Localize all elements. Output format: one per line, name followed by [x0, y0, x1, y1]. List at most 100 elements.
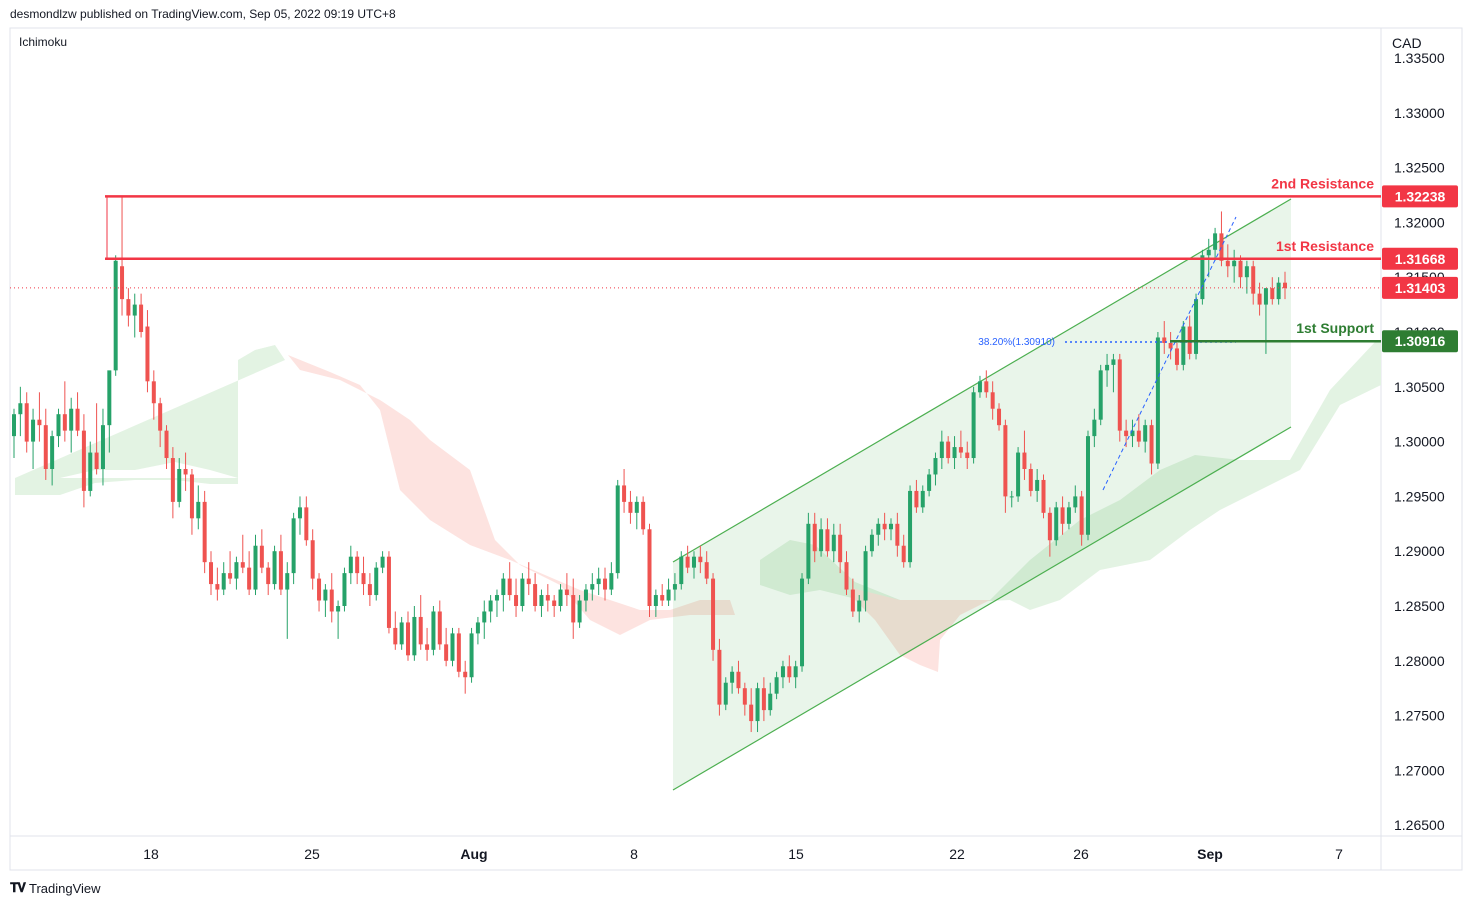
candle-body	[774, 677, 779, 694]
candle-body	[1016, 452, 1021, 497]
candle	[1092, 408, 1097, 448]
candle	[545, 584, 550, 612]
price-tick-label: 1.33500	[1394, 50, 1445, 66]
candle	[736, 660, 741, 694]
candle	[145, 310, 150, 393]
candle	[482, 600, 487, 639]
candle-body	[139, 304, 144, 332]
candle-body	[348, 556, 353, 574]
candle-body	[1073, 496, 1078, 508]
candle	[685, 545, 690, 574]
price-tick-label: 1.33000	[1394, 105, 1445, 121]
candle	[342, 567, 347, 612]
candle	[406, 611, 411, 661]
candle-body	[177, 469, 182, 502]
candle	[437, 600, 442, 650]
candle-body	[1225, 260, 1230, 267]
candle-body	[990, 392, 995, 409]
candle-body	[1022, 452, 1027, 469]
candle-body	[628, 501, 633, 513]
candle-body	[590, 584, 595, 590]
candle-body	[145, 326, 150, 382]
candle	[749, 688, 754, 733]
candle-body	[927, 474, 932, 491]
candle	[533, 573, 538, 612]
candle-body	[1047, 512, 1052, 541]
candle-body	[228, 573, 233, 579]
candle-body	[780, 666, 785, 678]
candle	[838, 523, 843, 574]
candle-body	[520, 578, 525, 606]
candle	[355, 551, 360, 585]
candle-body	[1206, 249, 1211, 256]
candle-body	[297, 507, 302, 519]
candle-body	[1149, 425, 1154, 464]
resistance-1-price-tag	[1382, 247, 1458, 270]
cloud-bull-1b	[15, 478, 238, 495]
candle	[583, 584, 588, 612]
candle-body	[825, 529, 830, 552]
candle-body	[1136, 430, 1141, 442]
resistance-1-price: 1.31668	[1395, 251, 1446, 267]
candle-body	[660, 595, 665, 601]
candle-body	[12, 414, 16, 437]
candle	[730, 666, 735, 694]
fib-retracement[interactable]: 38.20%(1.30910)	[978, 216, 1237, 491]
candle-body	[806, 523, 811, 579]
candle	[1130, 419, 1135, 448]
candle-body	[1162, 337, 1167, 343]
chart-frame	[9, 27, 1463, 871]
candle-body	[1009, 496, 1014, 498]
candle	[831, 523, 836, 563]
horizontal-levels[interactable]: 2nd Resistance 1st Resistance 1st Suppor…	[105, 175, 1381, 343]
candle	[984, 370, 989, 398]
candle-body	[812, 523, 817, 552]
candle-body	[971, 392, 976, 459]
candle-body	[386, 556, 391, 628]
candle	[603, 567, 608, 601]
candle	[901, 534, 906, 568]
candle-body	[456, 633, 461, 672]
candle	[952, 436, 957, 469]
candle	[12, 408, 16, 459]
time-tick-label: Aug	[460, 846, 487, 862]
candle-body	[939, 441, 944, 459]
candle	[844, 551, 849, 596]
candle-body	[196, 501, 201, 519]
candle	[590, 573, 595, 601]
candle-body	[1098, 370, 1103, 420]
candle	[380, 551, 385, 574]
candle-body	[62, 414, 67, 431]
channel-fill	[673, 199, 1291, 790]
candle	[456, 627, 461, 678]
candle-body	[558, 589, 563, 606]
tradingview-footer[interactable]: 𝐓𝐕 TradingView	[10, 880, 101, 896]
candle-body	[704, 562, 709, 579]
time-axis[interactable]: 18 25 Aug 8 15 22 26 Sep 7	[143, 846, 1343, 862]
indicator-label-ichimoku[interactable]: Ichimoku	[19, 35, 68, 49]
candle	[723, 677, 728, 711]
candle-body	[24, 403, 29, 442]
candle	[691, 551, 696, 579]
candle-body	[698, 556, 703, 563]
candle-body	[577, 600, 582, 623]
candle	[787, 655, 792, 683]
candle	[507, 562, 512, 601]
candle	[247, 551, 252, 596]
candle	[850, 578, 855, 617]
candle-body	[793, 666, 798, 678]
candle	[869, 529, 874, 557]
candle	[958, 430, 963, 459]
candle-body	[272, 551, 277, 585]
candle	[374, 562, 379, 601]
candle	[742, 682, 747, 716]
time-tick-label: 7	[1335, 846, 1343, 862]
time-tick-label: 25	[304, 846, 320, 862]
candle-body	[215, 584, 220, 590]
price-axis[interactable]: 1.335001.330001.325001.320001.315001.310…	[1394, 50, 1445, 833]
candle-body	[1028, 469, 1033, 491]
candle-body	[583, 589, 588, 601]
candle	[882, 512, 887, 541]
candle-body	[399, 622, 404, 645]
